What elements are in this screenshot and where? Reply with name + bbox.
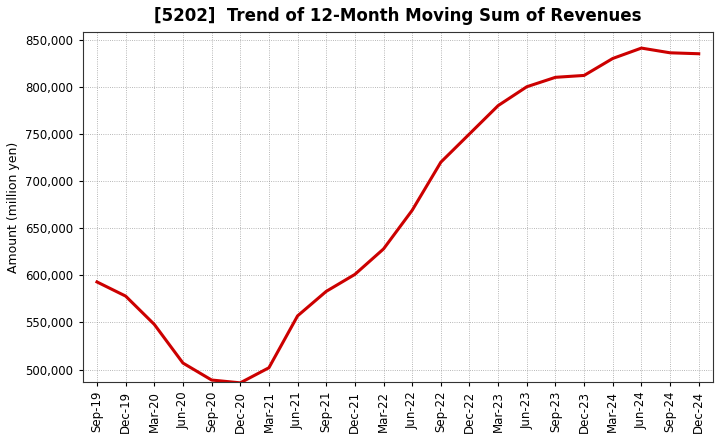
Title: [5202]  Trend of 12-Month Moving Sum of Revenues: [5202] Trend of 12-Month Moving Sum of R… <box>154 7 642 25</box>
Y-axis label: Amount (million yen): Amount (million yen) <box>7 141 20 273</box>
